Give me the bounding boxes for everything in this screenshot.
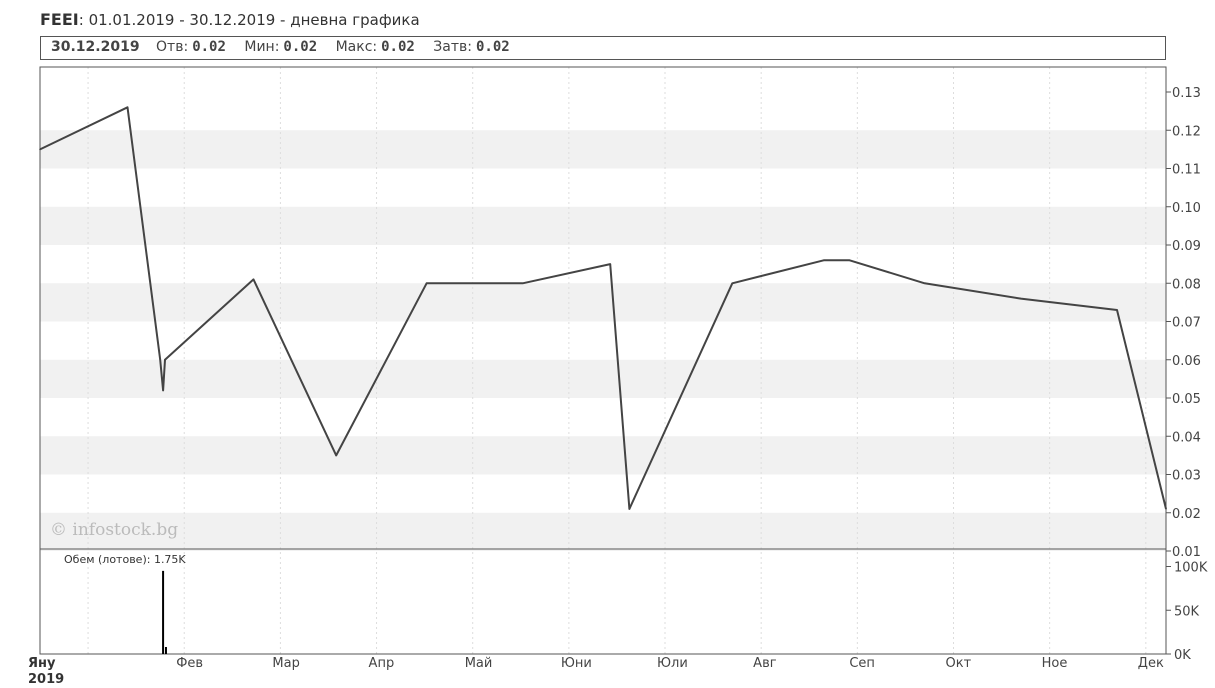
x-tick-label: Апр (369, 656, 395, 671)
price-series (39, 106, 1167, 510)
volume-bar (164, 647, 167, 654)
price-point (252, 278, 255, 281)
price-point (1020, 297, 1022, 300)
volume-tick-label: 50K (1174, 604, 1200, 619)
price-point (521, 282, 524, 285)
watermark-text: © infostock.bg (50, 520, 178, 540)
price-point (822, 259, 825, 262)
price-point (159, 358, 161, 361)
max-value: 0.02 (381, 39, 415, 55)
grid-band (40, 512, 1166, 551)
y-tick-label: 0.11 (1172, 163, 1201, 178)
min-value: 0.02 (283, 39, 318, 55)
y-tick-label: 0.02 (1172, 507, 1201, 522)
grid-band (40, 206, 1166, 245)
x-tick-label: Юли (657, 656, 688, 671)
volume-bar (162, 570, 165, 654)
price-y-axis: 0.13 0.12 0.11 0.10 0.09 0.08 0.07 0.06 0.05 0.04… (1166, 86, 1201, 560)
open-value: 0.02 (192, 39, 226, 55)
volume-tick-label: 0K (1174, 648, 1191, 663)
x-tick-label: Мар (272, 656, 299, 671)
y-tick-label: 0.13 (1172, 86, 1201, 101)
grid-band (40, 436, 1166, 475)
info-date: 30.12.2019 (51, 39, 140, 55)
price-point (39, 148, 41, 151)
y-tick-label: 0.07 (1172, 316, 1201, 331)
year-label: 2019 (28, 672, 64, 687)
price-point (425, 282, 428, 285)
price-point (126, 106, 129, 109)
close-label: Затв: (433, 39, 472, 55)
price-point (731, 282, 734, 285)
price-point (923, 282, 926, 285)
x-tick-label: Дек (1138, 656, 1164, 671)
y-tick-label: 0.09 (1172, 239, 1201, 254)
y-tick-label: 0.08 (1172, 277, 1201, 292)
price-line (39, 106, 1167, 510)
y-tick-label: 0.12 (1172, 124, 1201, 139)
open-label: Отв: (156, 39, 189, 55)
y-tick-label: 0.06 (1172, 354, 1201, 369)
price-point (164, 358, 166, 361)
chart-grid (40, 67, 1166, 654)
volume-label: Обем (лотове): 1.75K (64, 553, 186, 566)
y-tick-label: 0.10 (1172, 201, 1201, 216)
x-tick-label: Ное (1042, 656, 1068, 671)
ticker-symbol: FEEI (40, 10, 79, 29)
chart-title: FEEI: 01.01.2019 - 30.12.2019 - дневна г… (40, 10, 420, 29)
y-tick-label: 0.04 (1172, 430, 1201, 445)
chart-period: : 01.01.2019 - 30.12.2019 - дневна графи… (78, 11, 420, 29)
price-point (609, 263, 612, 265)
month-x-axis: Яну Фев Мар Апр Май Юни Юли Авг Сеп Окт Ное Дек (28, 656, 1164, 671)
x-tick-label: Май (465, 656, 493, 671)
price-point (848, 259, 851, 262)
min-label: Мин: (244, 39, 280, 55)
x-tick-label: Окт (945, 656, 971, 671)
volume-tick-label: 100K (1174, 561, 1208, 576)
y-tick-label: 0.03 (1172, 469, 1201, 484)
x-tick-label: Сеп (849, 656, 875, 671)
grid-band (40, 359, 1166, 398)
close-value: 0.02 (475, 39, 510, 55)
price-point (335, 454, 337, 457)
max-label: Макс: (335, 39, 378, 55)
price-point (162, 389, 164, 392)
y-tick-label: 0.05 (1172, 392, 1201, 407)
price-info-bar: 30.12.2019 Отв: 0.02 Мин: 0.02 Макс: 0.02 З… (40, 36, 1166, 60)
price-point (1165, 508, 1167, 510)
volume-panel-frame (39, 548, 1167, 655)
grid-band (40, 283, 1166, 322)
price-point (628, 508, 631, 510)
grid-band (40, 130, 1166, 169)
x-tick-label: Авг (753, 656, 777, 671)
price-point (1116, 309, 1118, 311)
volume-bars (162, 570, 167, 654)
x-tick-label: Юни (561, 656, 592, 671)
x-tick-label: Яну (28, 656, 56, 671)
volume-y-axis: 100K 50K 0K (1166, 561, 1208, 663)
y-tick-label: 0.01 (1172, 545, 1201, 560)
x-tick-label: Фев (176, 656, 203, 671)
